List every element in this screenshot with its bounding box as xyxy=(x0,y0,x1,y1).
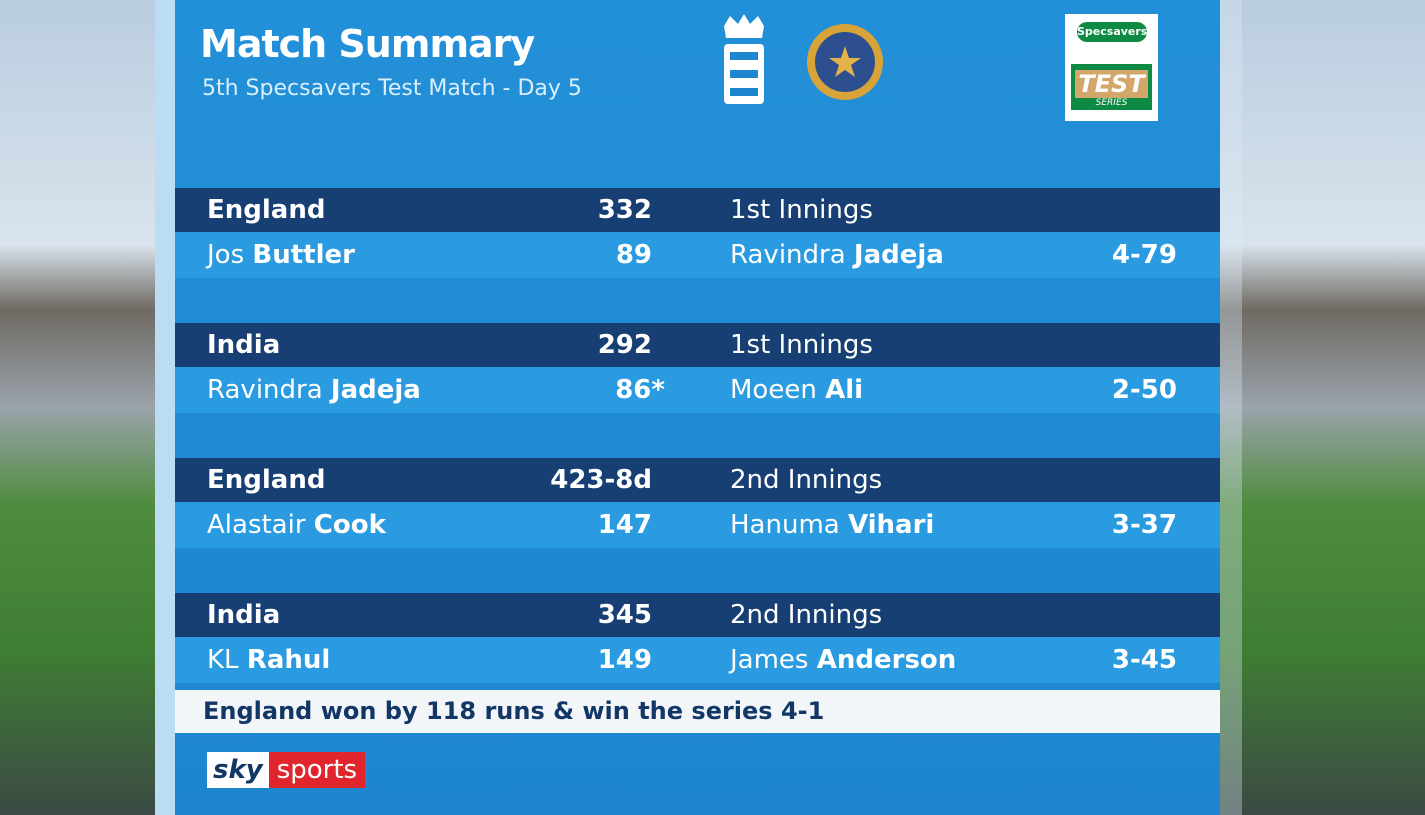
innings-label: 1st Innings xyxy=(730,330,873,360)
batter-first-name: Alastair xyxy=(207,510,306,540)
result-text: England won by 118 runs & win the series… xyxy=(203,697,825,725)
bowler-figures: 3-45 xyxy=(1111,645,1177,675)
panel-edge xyxy=(155,0,175,815)
sponsor-logo: Specsavers TEST SERIES xyxy=(1065,14,1158,121)
bowler-last-name: Anderson xyxy=(816,645,957,675)
top-bowler: Hanuma Vihari xyxy=(730,503,934,547)
bowler-first-name: Moeen xyxy=(730,375,817,405)
bowler-figures: 4-79 xyxy=(1111,240,1177,270)
bowler-last-name: Ali xyxy=(825,375,864,405)
batter-first-name: Ravindra xyxy=(207,375,323,405)
batter-runs: 89 xyxy=(615,240,652,270)
innings-detail-band xyxy=(175,232,1220,278)
innings-header-band xyxy=(175,323,1220,367)
innings-header-band xyxy=(175,458,1220,502)
broadcaster-logo: sky sports xyxy=(207,752,366,788)
panel-edge xyxy=(1220,0,1242,815)
innings-header-band xyxy=(175,593,1220,637)
bowler-first-name: Hanuma xyxy=(730,510,840,540)
logo-sky: sky xyxy=(207,752,269,788)
england-crest xyxy=(724,14,764,104)
sponsor-word: TEST xyxy=(1075,70,1148,98)
bowler-figures: 2-50 xyxy=(1111,375,1177,405)
india-crest xyxy=(807,24,883,100)
innings-detail-band xyxy=(175,502,1220,548)
team-score: 423-8d xyxy=(550,465,652,495)
top-bowler: Ravindra Jadeja xyxy=(730,233,944,277)
subtitle: 5th Specsavers Test Match - Day 5 xyxy=(202,76,582,101)
team-name: India xyxy=(207,330,281,360)
batter-runs: 86* xyxy=(615,375,665,405)
innings-detail-band xyxy=(175,367,1220,413)
sponsor-series: SERIES xyxy=(1095,98,1128,108)
logo-sports: sports xyxy=(268,752,366,788)
result-bar: England won by 118 runs & win the series… xyxy=(175,690,1220,733)
batter-last-name: Jadeja xyxy=(330,375,421,405)
innings-label: 2nd Innings xyxy=(730,465,883,495)
team-name: India xyxy=(207,600,281,630)
batter-runs: 147 xyxy=(597,510,652,540)
bowler-last-name: Jadeja xyxy=(853,240,944,270)
batter-first-name: KL xyxy=(207,645,239,675)
bowler-first-name: Ravindra xyxy=(730,240,846,270)
bowler-last-name: Vihari xyxy=(847,510,935,540)
team-score: 345 xyxy=(597,600,652,630)
top-batter: Ravindra Jadeja xyxy=(207,368,421,412)
batter-last-name: Buttler xyxy=(252,240,355,270)
team-name: England xyxy=(207,195,326,225)
top-bowler: Moeen Ali xyxy=(730,368,863,412)
team-score: 332 xyxy=(597,195,652,225)
top-batter: Alastair Cook xyxy=(207,503,386,547)
innings-detail-band xyxy=(175,637,1220,683)
top-batter: KL Rahul xyxy=(207,638,330,682)
bowler-figures: 3-37 xyxy=(1111,510,1177,540)
batter-runs: 149 xyxy=(597,645,652,675)
team-score: 292 xyxy=(597,330,652,360)
top-bowler: James Anderson xyxy=(730,638,956,682)
team-name: England xyxy=(207,465,326,495)
bowler-first-name: James xyxy=(730,645,809,675)
title: Match Summary xyxy=(200,22,535,66)
top-batter: Jos Buttler xyxy=(207,233,355,277)
batter-last-name: Cook xyxy=(313,510,386,540)
sponsor-brand: Specsavers xyxy=(1077,22,1147,42)
innings-label: 2nd Innings xyxy=(730,600,883,630)
innings-label: 1st Innings xyxy=(730,195,873,225)
batter-last-name: Rahul xyxy=(246,645,331,675)
innings-header-band xyxy=(175,188,1220,232)
batter-first-name: Jos xyxy=(207,240,245,270)
